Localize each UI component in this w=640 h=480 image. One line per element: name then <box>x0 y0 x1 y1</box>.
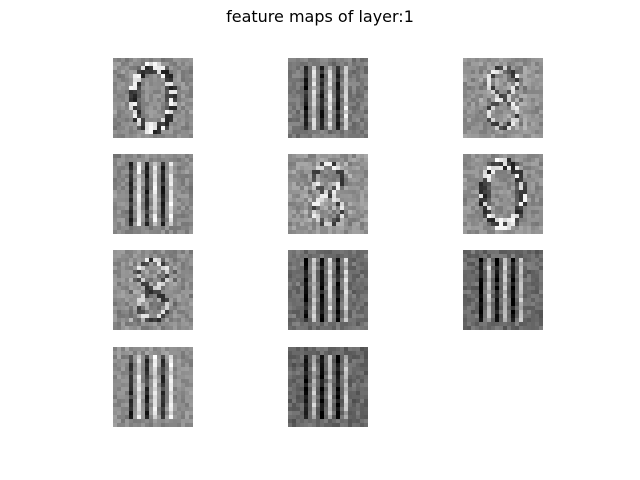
feature-map-5 <box>288 154 368 234</box>
feature-map-image <box>463 250 543 330</box>
feature-map-4 <box>113 154 193 234</box>
feature-map-3 <box>463 58 543 138</box>
feature-map-11 <box>288 347 368 427</box>
feature-map-6 <box>463 154 543 234</box>
feature-map-image <box>288 347 368 427</box>
feature-map-image <box>113 250 193 330</box>
feature-map-8 <box>288 250 368 330</box>
feature-map-image <box>113 58 193 138</box>
feature-map-image <box>113 154 193 234</box>
feature-map-image <box>288 58 368 138</box>
feature-map-image <box>288 250 368 330</box>
figure-title: feature maps of layer:1 <box>0 7 640 26</box>
feature-map-image <box>463 154 543 234</box>
feature-map-1 <box>113 58 193 138</box>
feature-map-image <box>288 154 368 234</box>
feature-map-10 <box>113 347 193 427</box>
feature-map-9 <box>463 250 543 330</box>
feature-map-2 <box>288 58 368 138</box>
feature-map-7 <box>113 250 193 330</box>
feature-map-image <box>463 58 543 138</box>
feature-map-image <box>113 347 193 427</box>
